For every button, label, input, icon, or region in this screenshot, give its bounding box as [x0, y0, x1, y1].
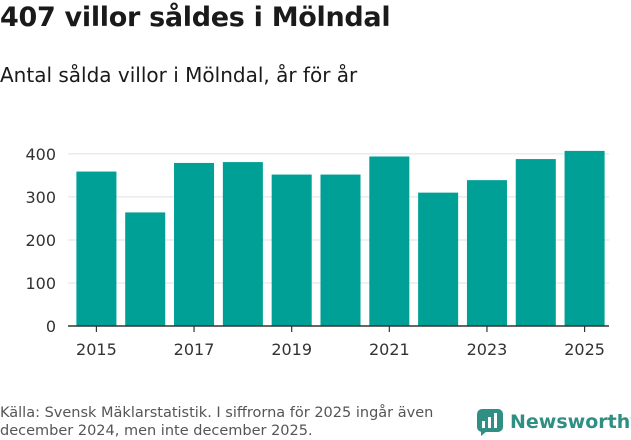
x-tick-label: 2019 [271, 340, 312, 359]
bar-2020 [320, 174, 361, 326]
chart-subtitle: Antal sålda villor i Mölndal, år för år [0, 63, 358, 87]
bar-2018 [222, 162, 263, 326]
source-note: Källa: Svensk Mäklarstatistik. I siffror… [0, 405, 434, 439]
x-tick-label: 2015 [76, 340, 117, 359]
bar-2025 [564, 150, 605, 326]
y-tick-label: 0 [46, 317, 56, 336]
x-tick-label: 2025 [564, 340, 605, 359]
axes: 0 100 200 300 400 2015 2017 2019 2021 2023 2025 [25, 145, 609, 359]
brand-logo[interactable]: Newsworthy [476, 408, 631, 436]
bar-2024 [515, 159, 556, 326]
brand-name: Newsworthy [510, 411, 631, 433]
y-tick-label: 400 [25, 145, 56, 164]
y-tick-label: 300 [25, 188, 56, 207]
chart-title: 407 villor såldes i Mölndal [0, 2, 391, 33]
x-tick-label: 2023 [467, 340, 508, 359]
newsworthy-logo-icon [477, 409, 503, 436]
bar-2017 [174, 162, 215, 326]
bar-2016 [125, 212, 166, 326]
y-tick-label: 100 [25, 274, 56, 293]
x-tick-label: 2017 [174, 340, 215, 359]
bar-2023 [466, 180, 507, 326]
bar-2021 [369, 156, 410, 326]
bar-2019 [271, 174, 312, 326]
bar-chart: 0 100 200 300 400 2015 2017 2019 2021 2023 2025 [25, 145, 609, 359]
bars [76, 150, 605, 326]
bar-2015 [76, 171, 117, 326]
bar-2022 [418, 192, 459, 326]
x-tick-label: 2021 [369, 340, 410, 359]
y-tick-label: 200 [25, 231, 56, 250]
